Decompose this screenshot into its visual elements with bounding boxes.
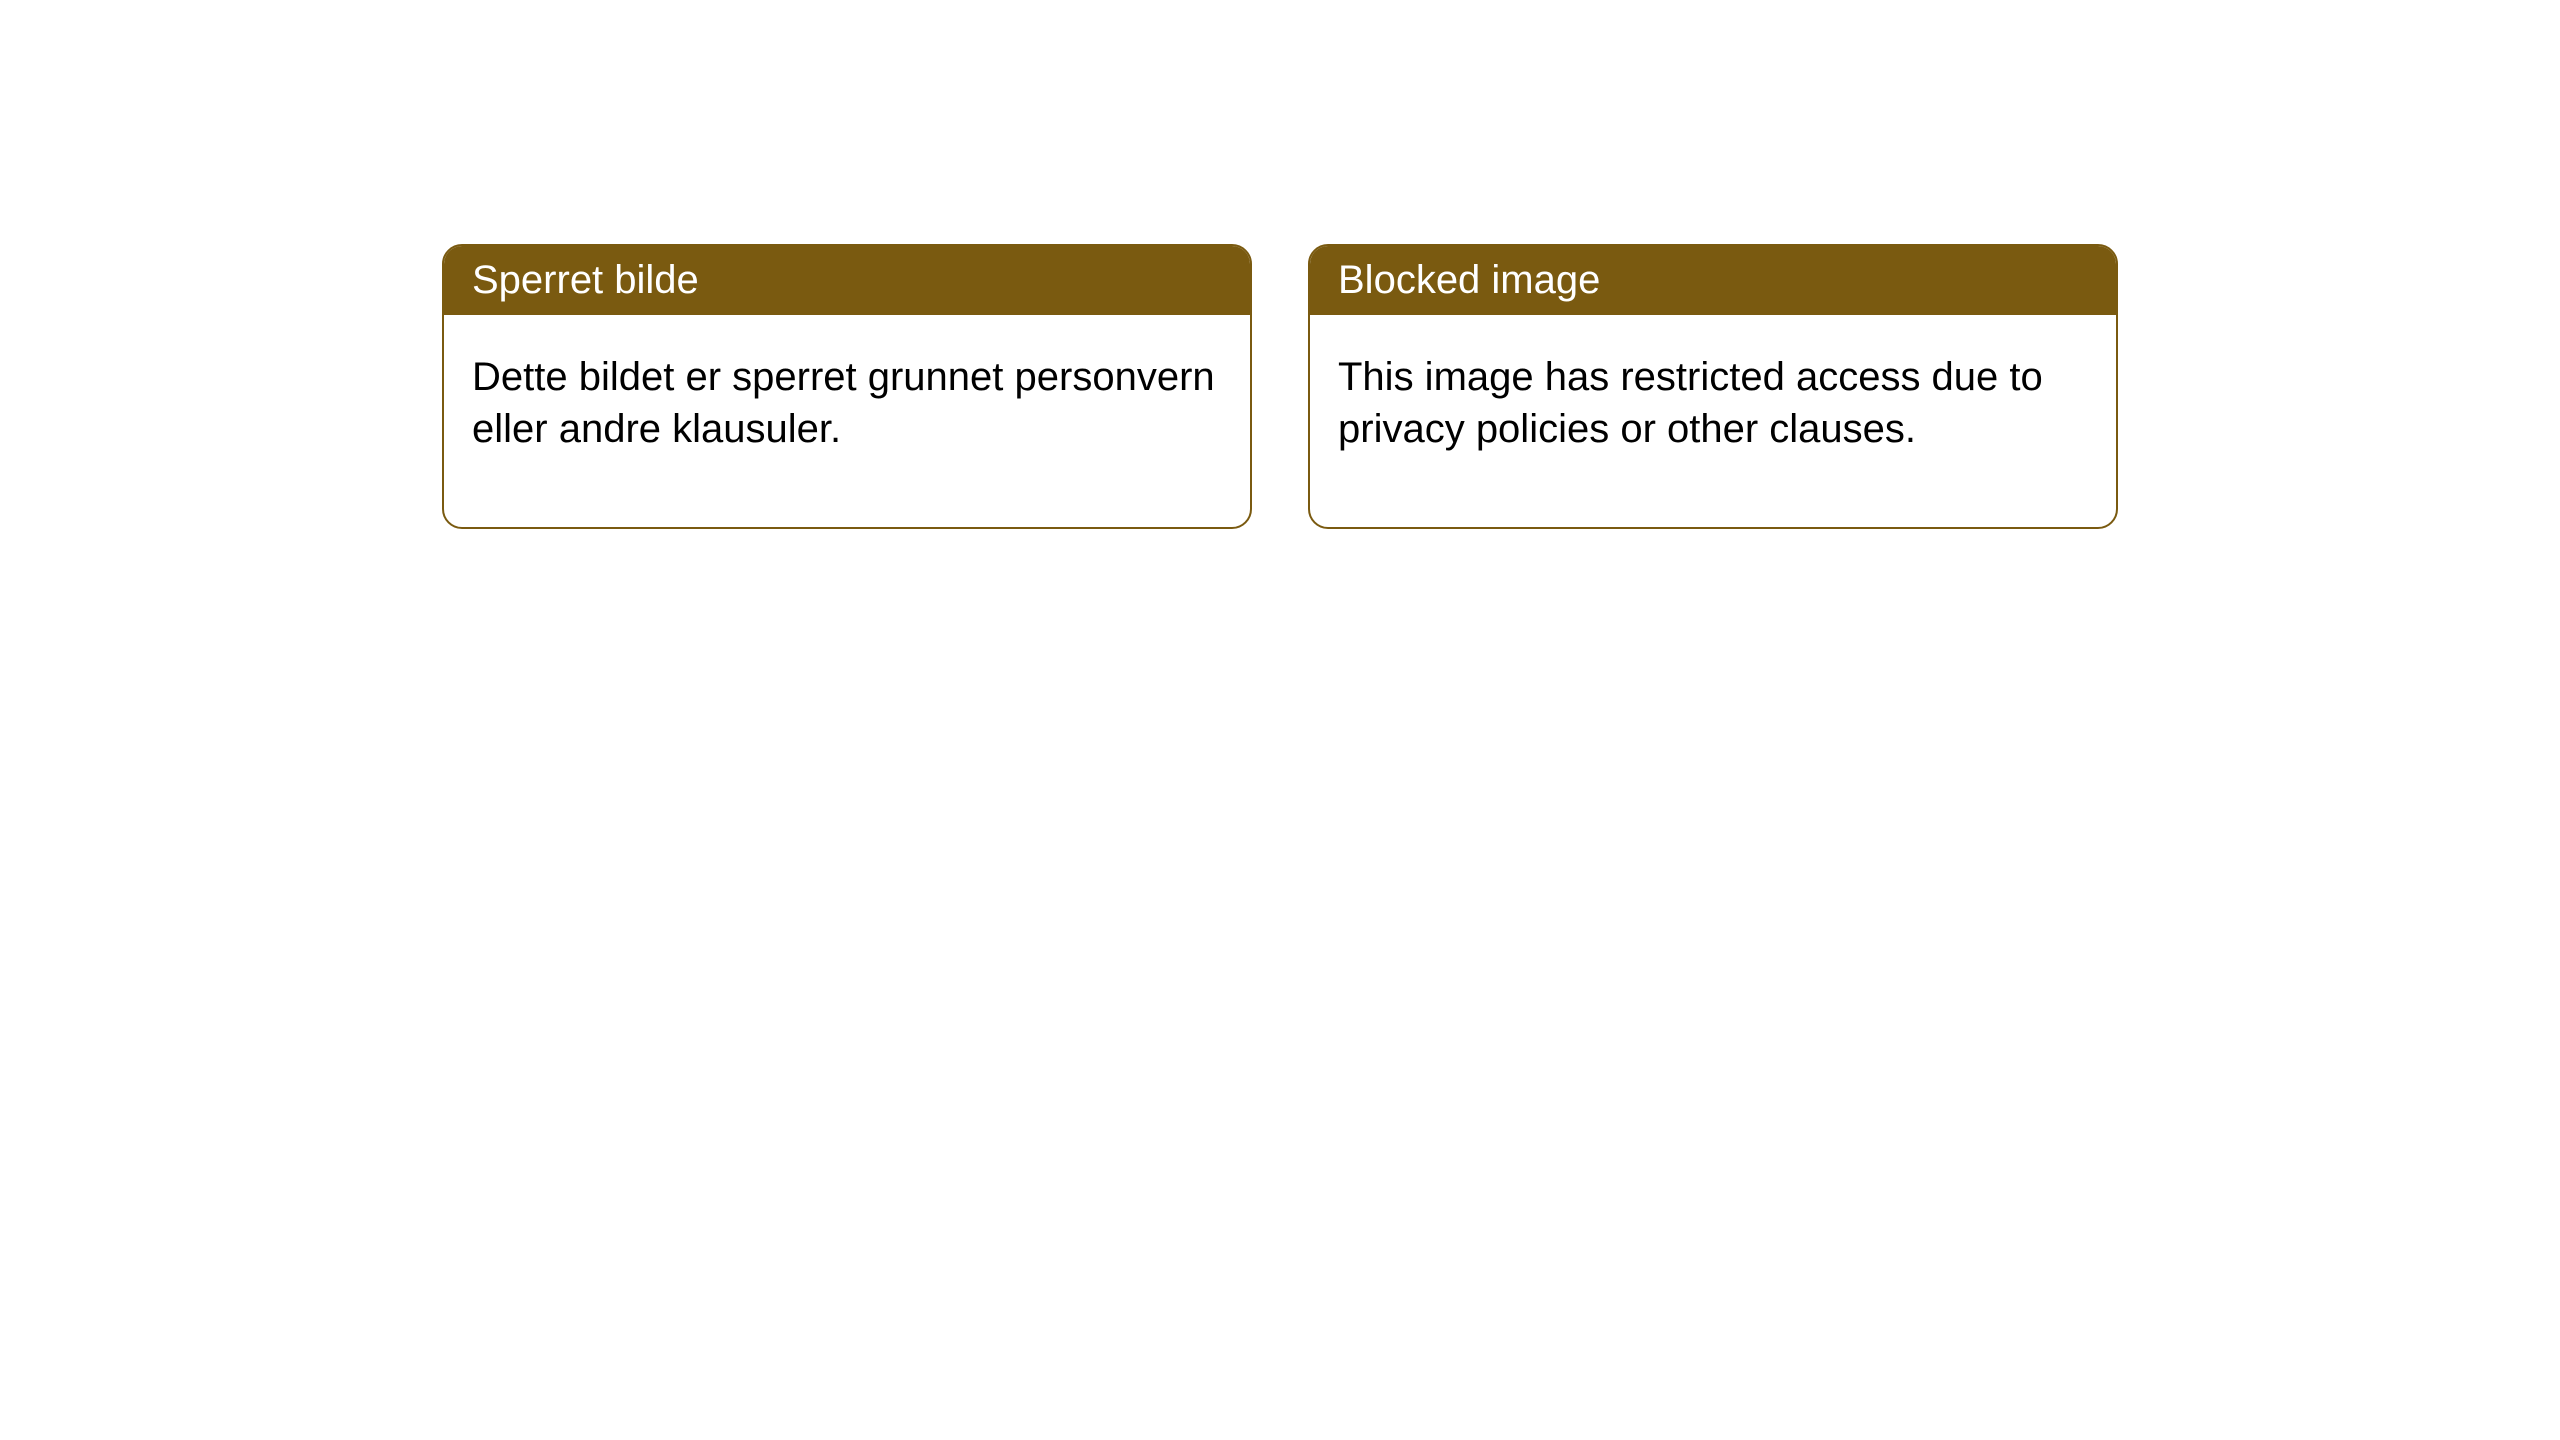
card-title: Blocked image xyxy=(1338,258,1600,302)
card-body: Dette bildet er sperret grunnet personve… xyxy=(444,315,1250,527)
card-title: Sperret bilde xyxy=(472,258,699,302)
card-body-text: Dette bildet er sperret grunnet personve… xyxy=(472,355,1215,451)
card-header: Sperret bilde xyxy=(444,246,1250,315)
card-body: This image has restricted access due to … xyxy=(1310,315,2116,527)
card-header: Blocked image xyxy=(1310,246,2116,315)
card-english: Blocked image This image has restricted … xyxy=(1308,244,2118,529)
card-norwegian: Sperret bilde Dette bildet er sperret gr… xyxy=(442,244,1252,529)
card-body-text: This image has restricted access due to … xyxy=(1338,355,2043,451)
card-container: Sperret bilde Dette bildet er sperret gr… xyxy=(442,244,2118,529)
